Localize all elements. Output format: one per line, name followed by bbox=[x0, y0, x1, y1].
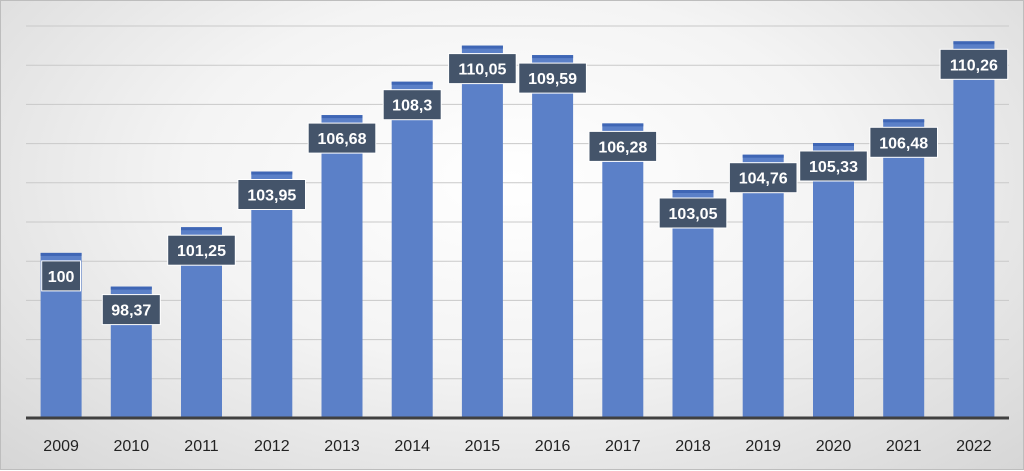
data-label: 110,05 bbox=[458, 62, 506, 79]
x-tick-label: 2010 bbox=[114, 438, 150, 455]
x-tick-label: 2012 bbox=[254, 438, 290, 455]
data-label-box bbox=[101, 294, 161, 326]
bar-top-edge bbox=[742, 154, 784, 158]
bar bbox=[321, 115, 363, 418]
x-tick-label: 2020 bbox=[816, 438, 852, 455]
bar-top-edge bbox=[672, 190, 714, 193]
x-tick-label: 2021 bbox=[886, 438, 922, 455]
x-tick-label: 2009 bbox=[43, 438, 79, 455]
data-label: 103,05 bbox=[669, 206, 718, 223]
gridlines bbox=[26, 25, 1009, 380]
bar-top-edge bbox=[602, 123, 644, 127]
bar-top-edge bbox=[953, 41, 995, 45]
x-tick-label: 2022 bbox=[956, 438, 992, 455]
data-label-box bbox=[518, 62, 587, 94]
bar bbox=[742, 154, 784, 418]
bar-top-edge bbox=[321, 115, 363, 119]
x-tick-label: 2018 bbox=[675, 438, 711, 455]
data-label: 106,68 bbox=[318, 131, 367, 148]
data-label: 100 bbox=[48, 269, 75, 286]
bar bbox=[532, 55, 574, 418]
data-label: 104,76 bbox=[739, 171, 788, 188]
bar bbox=[602, 123, 644, 419]
data-label-box bbox=[588, 130, 658, 162]
data-label-box bbox=[167, 234, 236, 266]
data-label: 98,37 bbox=[111, 303, 151, 320]
bar bbox=[251, 171, 293, 418]
bar-top-edge bbox=[813, 143, 854, 146]
data-label: 101,25 bbox=[177, 243, 226, 260]
x-tick-label: 2014 bbox=[394, 438, 430, 455]
x-tick-label: 2011 bbox=[184, 438, 219, 455]
x-tick-label: 2016 bbox=[535, 438, 571, 455]
bar-top-edge bbox=[40, 252, 82, 256]
bar bbox=[461, 45, 503, 418]
data-label-box bbox=[448, 53, 517, 85]
data-label-box bbox=[799, 150, 868, 182]
x-tick-label: 2019 bbox=[745, 438, 781, 455]
bar-top-edge bbox=[110, 286, 152, 290]
data-label-box bbox=[237, 179, 306, 210]
data-label-box bbox=[307, 122, 377, 154]
x-tick-label: 2017 bbox=[605, 438, 641, 455]
data-label: 103,95 bbox=[247, 188, 296, 205]
bar-top-edge bbox=[251, 171, 293, 175]
data-label-box bbox=[728, 162, 798, 194]
bar bbox=[391, 81, 433, 418]
bar bbox=[813, 143, 854, 418]
data-label: 105,33 bbox=[809, 159, 858, 176]
bar-top-edge bbox=[883, 119, 925, 123]
data-label: 106,28 bbox=[598, 139, 647, 156]
bar bbox=[883, 119, 925, 419]
data-label-box bbox=[41, 260, 81, 292]
data-label: 108,3 bbox=[392, 98, 432, 115]
bar-top-edge bbox=[181, 227, 222, 231]
data-label-box bbox=[382, 89, 442, 121]
data-label: 110,26 bbox=[950, 57, 998, 74]
x-tick-label: 2015 bbox=[465, 438, 501, 455]
data-label: 109,59 bbox=[528, 71, 577, 88]
data-label-box bbox=[869, 126, 939, 158]
data-label-box bbox=[939, 48, 1009, 80]
bar-top-edge bbox=[532, 55, 574, 59]
bar-top-edge bbox=[461, 45, 503, 49]
bar bbox=[953, 41, 995, 419]
x-tick-label: 2013 bbox=[324, 438, 360, 455]
data-label: 106,48 bbox=[879, 135, 928, 152]
bar-top-edge bbox=[391, 81, 433, 85]
data-label-box bbox=[658, 197, 728, 229]
